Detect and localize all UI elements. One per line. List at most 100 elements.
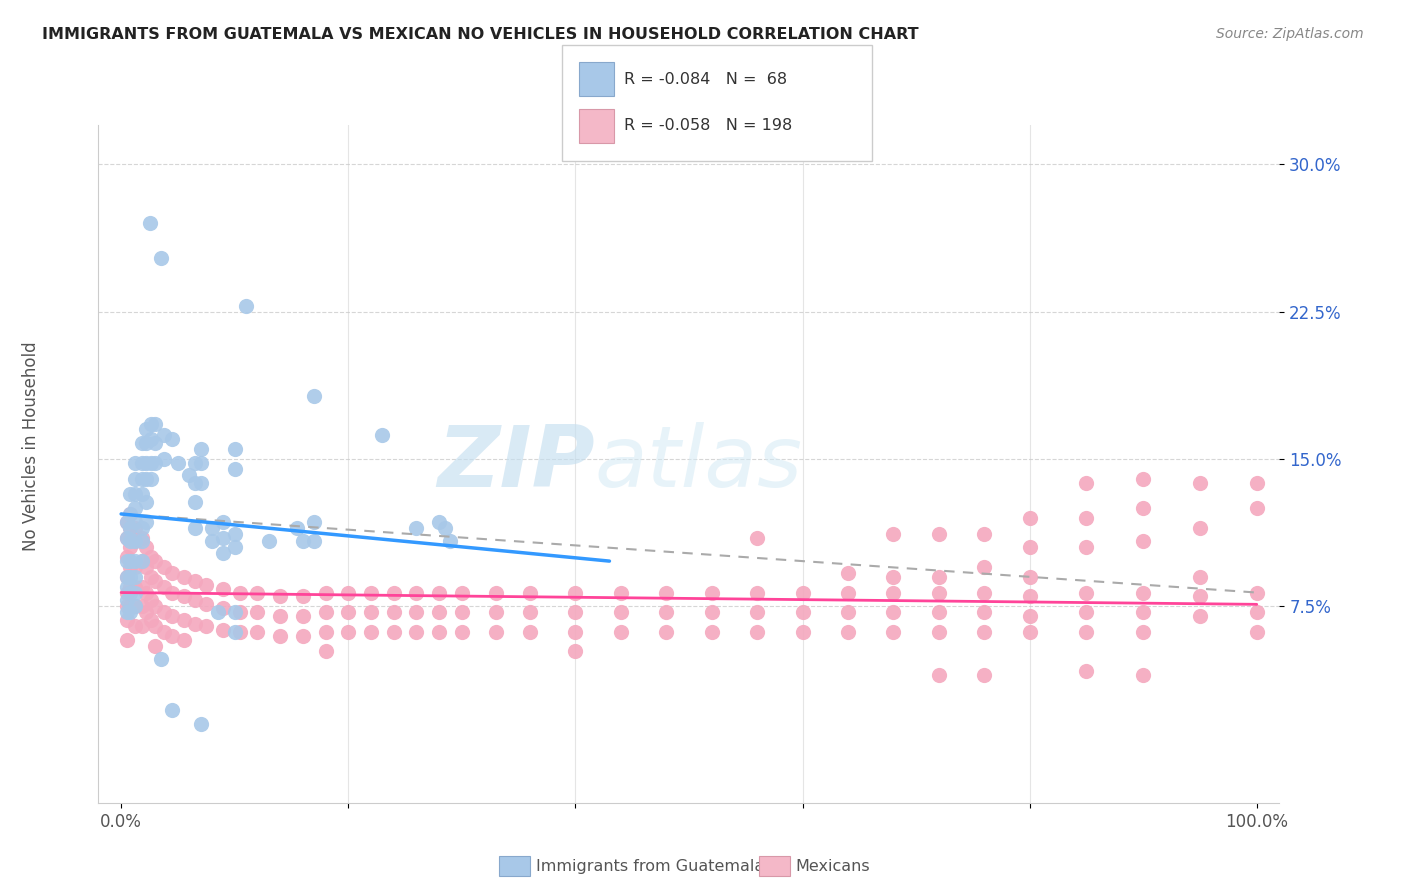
Point [1246,475,1268,490]
Point [291,609,314,624]
Point [519,585,541,599]
Point [143,574,166,588]
Point [700,605,723,619]
Point [229,605,252,619]
Point [1246,624,1268,639]
Point [610,605,633,619]
Point [382,585,405,599]
Point [1076,541,1098,555]
Point [564,644,586,658]
Point [115,599,138,614]
Point [1188,609,1211,624]
Point [162,703,183,717]
Point [1132,605,1154,619]
Point [120,521,142,535]
Point [131,436,153,450]
Point [928,668,950,682]
Point [427,585,450,599]
Point [745,585,768,599]
Point [257,534,280,549]
Point [131,580,153,594]
Point [337,605,360,619]
Point [195,619,218,633]
Point [120,599,142,614]
Point [153,560,176,574]
Point [124,534,146,549]
Point [973,605,995,619]
Point [135,472,157,486]
Point [115,515,138,529]
Point [120,605,142,619]
Point [143,554,166,568]
Point [1188,590,1211,604]
Text: Source: ZipAtlas.com: Source: ZipAtlas.com [1216,27,1364,41]
Point [224,462,246,476]
Point [115,554,138,568]
Point [382,624,405,639]
Point [973,585,995,599]
Point [195,598,218,612]
Point [882,624,904,639]
Point [124,472,146,486]
Point [139,432,162,446]
Point [427,515,450,529]
Point [139,550,162,565]
Point [882,570,904,584]
Point [564,585,586,599]
Point [120,507,142,521]
Point [450,585,472,599]
Point [131,487,153,501]
Point [1018,511,1040,525]
Point [124,560,146,574]
Text: Immigrants from Guatemala: Immigrants from Guatemala [536,859,763,873]
Point [143,417,166,431]
Point [792,605,814,619]
Point [124,534,146,549]
Point [153,580,176,594]
Point [120,507,142,521]
Point [195,577,218,591]
Point [837,605,859,619]
Point [1132,534,1154,549]
Point [190,475,212,490]
Point [302,389,325,403]
Point [124,554,146,568]
Point [700,624,723,639]
Point [212,601,235,615]
Point [207,605,229,619]
Point [115,613,138,627]
Point [120,585,142,599]
Point [337,585,360,599]
Point [149,252,172,266]
Point [131,599,153,614]
Point [1188,521,1211,535]
Point [115,605,138,619]
Point [1188,475,1211,490]
Point [427,605,450,619]
Point [135,456,157,470]
Point [382,605,405,619]
Point [120,487,142,501]
Point [1246,585,1268,599]
Point [149,652,172,666]
Point [302,515,325,529]
Point [120,580,142,594]
Point [610,624,633,639]
Point [184,617,207,632]
Point [1076,475,1098,490]
Point [564,605,586,619]
Point [184,456,207,470]
Point [212,515,235,529]
Point [1188,570,1211,584]
Point [610,585,633,599]
Point [1018,609,1040,624]
Point [143,599,166,614]
Point [115,515,138,529]
Point [139,417,162,431]
Point [837,624,859,639]
Point [224,605,246,619]
Point [153,451,176,466]
Point [1132,668,1154,682]
Point [1018,541,1040,555]
Point [115,550,138,565]
